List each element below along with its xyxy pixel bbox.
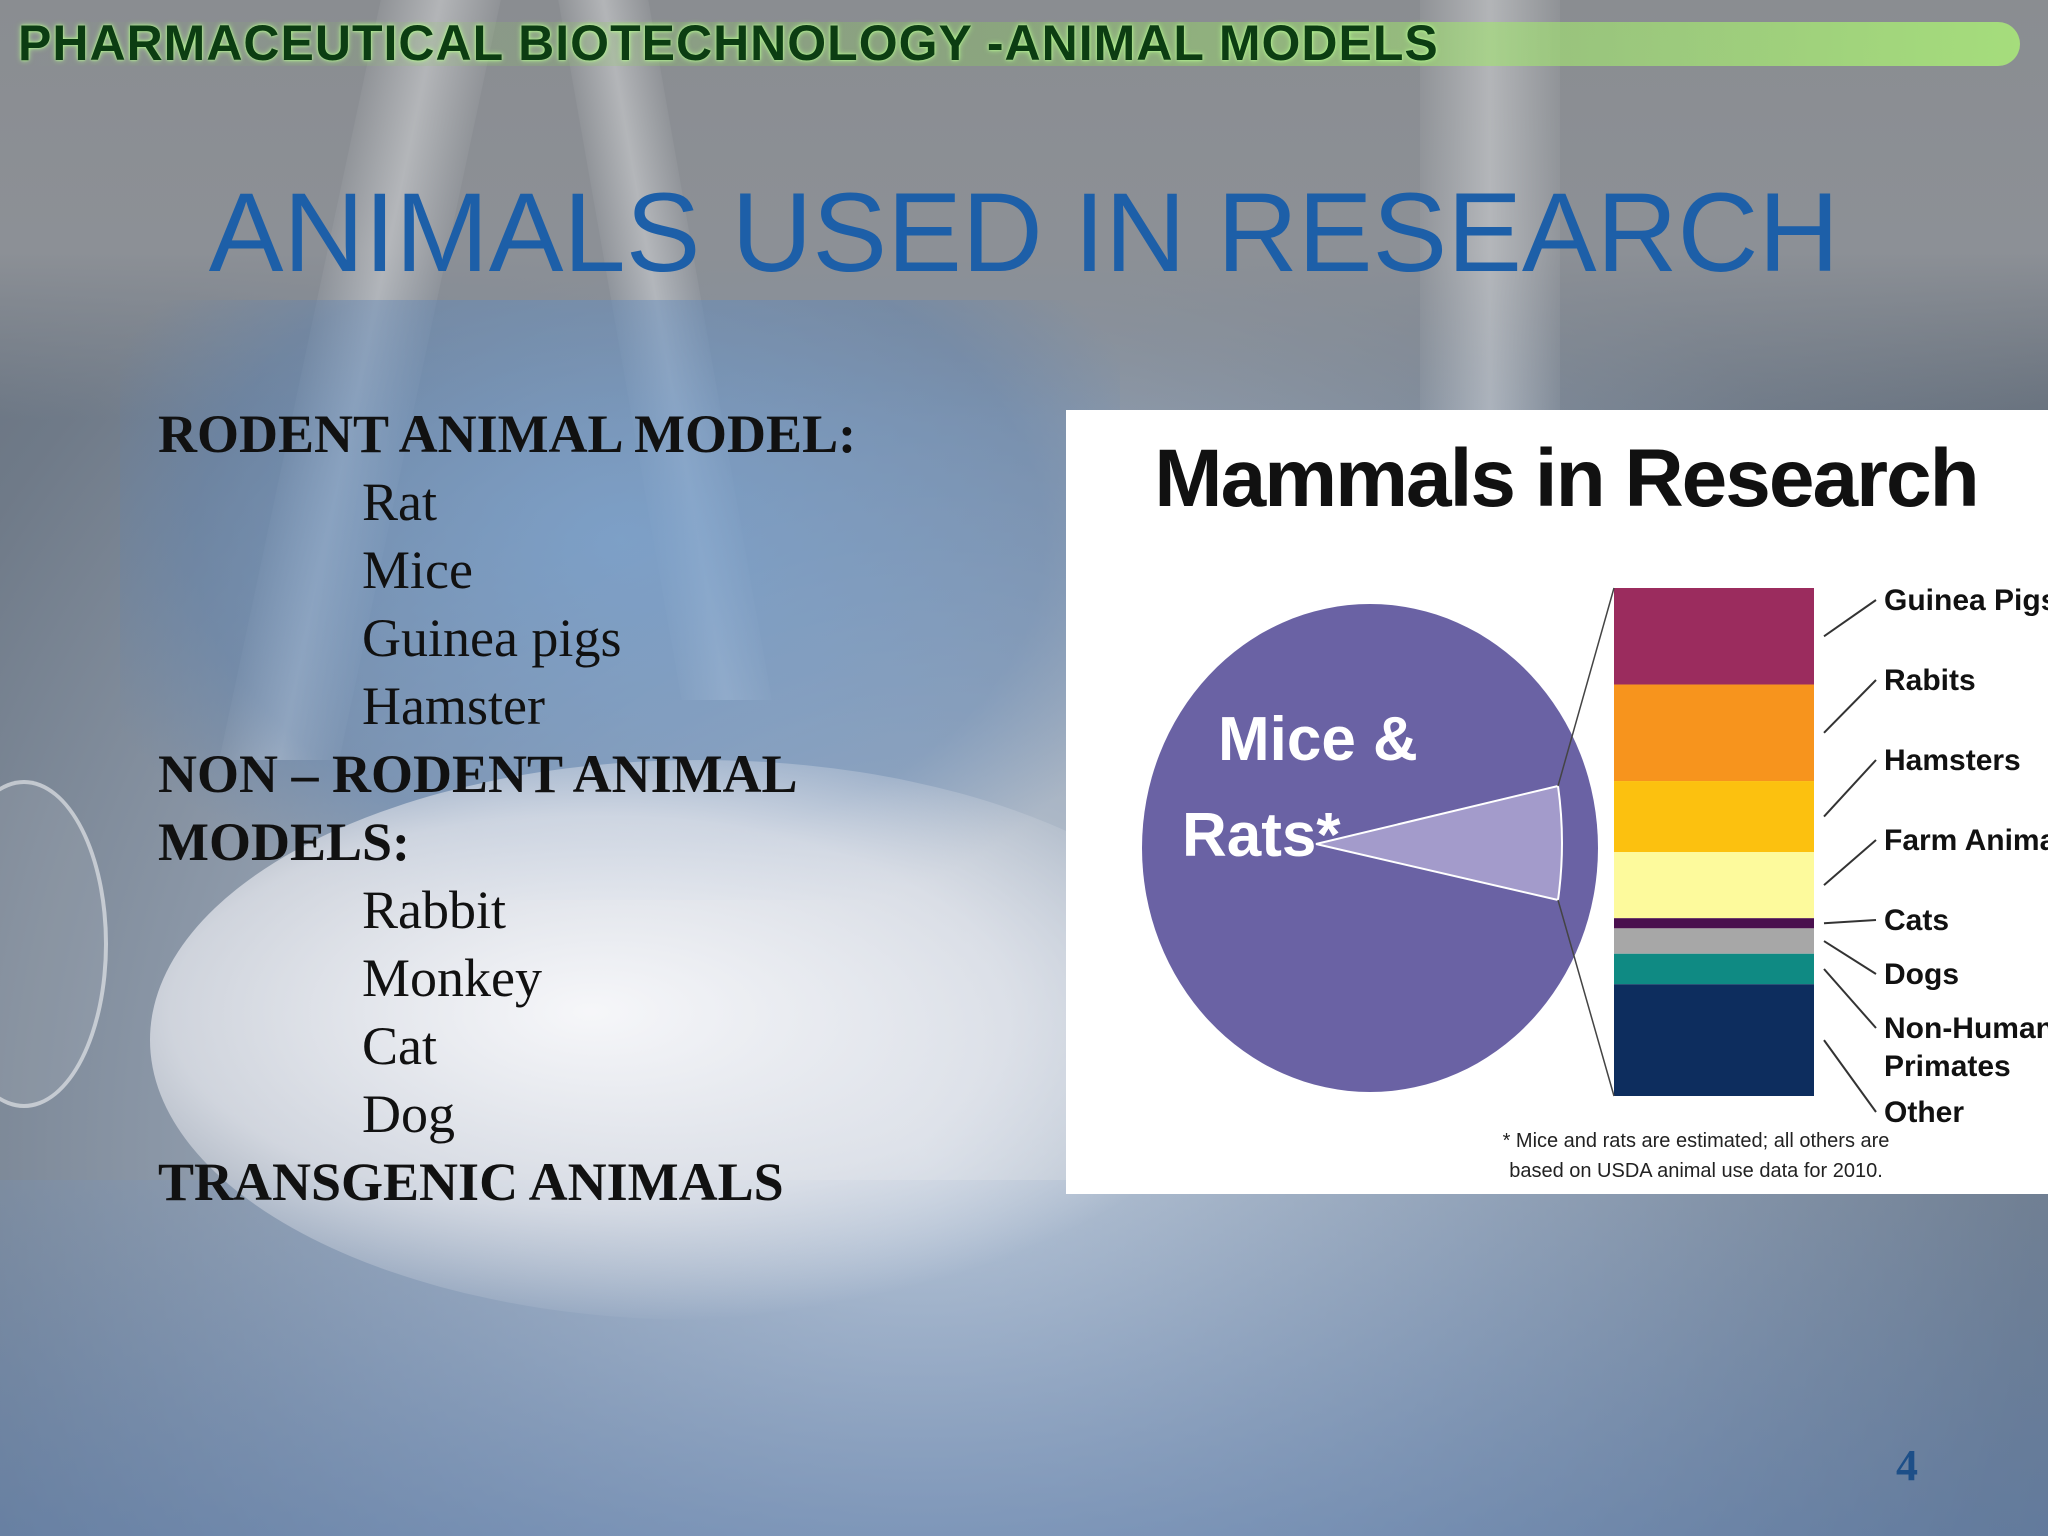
bar-label: Other — [1884, 1096, 1964, 1129]
bar-segment — [1614, 918, 1814, 929]
transgenic-heading: TRANSGENIC ANIMALS — [158, 1152, 784, 1212]
bar-label: Rabits — [1884, 664, 1976, 697]
background-dish — [0, 780, 108, 1108]
list-item: Monkey — [362, 948, 542, 1008]
list-item: Guinea pigs — [362, 608, 622, 668]
bar-label: Cats — [1884, 904, 1949, 937]
mammals-chart: Mammals in Research Mice & Rats* Guinea Pi… — [1066, 410, 2048, 1194]
bar-segment — [1614, 781, 1814, 853]
bar-label: Farm Animals — [1884, 824, 2048, 857]
list-item: Mice — [362, 540, 473, 600]
non-rodent-heading-cont: MODELS: — [158, 812, 411, 872]
leader-line — [1823, 599, 1877, 638]
pie-other-slice — [1315, 784, 1563, 902]
leader-line — [1823, 759, 1877, 818]
chart-title: Mammals in Research — [1154, 433, 1979, 524]
bar-label: Hamsters — [1884, 744, 2021, 777]
page-number: 4 — [1896, 1441, 1918, 1490]
footnote-line: based on USDA animal use data for 2010. — [1509, 1160, 1883, 1182]
bar-segment — [1614, 953, 1814, 985]
slide-title: ANIMALS USED IN RESEARCH — [208, 170, 1840, 295]
chart-footnote: * Mice and rats are estimated; all other… — [1456, 1126, 1936, 1186]
header-bar — [0, 22, 2020, 66]
bar-segment — [1614, 852, 1814, 919]
leader-line — [1823, 940, 1877, 975]
bar-segment — [1614, 984, 1814, 1096]
list-item: Dog — [362, 1084, 455, 1144]
list-item: Rat — [362, 472, 437, 532]
rodent-heading: RODENT ANIMAL MODEL: — [158, 404, 857, 464]
bar-segment — [1614, 684, 1814, 782]
bar-label: Dogs — [1884, 958, 1959, 991]
bar-label: Non-Human — [1884, 1012, 2048, 1045]
animal-list: RODENT ANIMAL MODEL: Rat Mice Guinea pig… — [158, 400, 1038, 1216]
leader-line — [1823, 1039, 1877, 1113]
list-item: Cat — [362, 1016, 437, 1076]
leader-line — [1823, 839, 1877, 886]
bar-label: Primates — [1884, 1050, 2011, 1083]
leader-line — [1823, 919, 1877, 925]
connector-line — [1557, 899, 1615, 1097]
chart-svg: Mice & Rats* Guinea Pigs Rabits Hamsters Farm… — [1142, 584, 2048, 1129]
non-rodent-heading: NON – RODENT ANIMAL — [158, 744, 798, 804]
footnote-line: * Mice and rats are estimated; all other… — [1502, 1130, 1890, 1152]
list-item: Hamster — [362, 676, 545, 736]
leader-line — [1823, 679, 1877, 734]
connector-line — [1557, 587, 1615, 787]
pie-label: Rats* — [1182, 801, 1341, 870]
background-glass — [1420, 0, 1560, 420]
bar-segment — [1614, 588, 1814, 685]
bar-label: Guinea Pigs — [1884, 584, 2048, 617]
pie-label: Mice & — [1218, 705, 1418, 774]
list-item: Rabbit — [362, 880, 506, 940]
bar-segment — [1614, 928, 1814, 954]
header-title: PHARMACEUTICAL BIOTECHNOLOGY -ANIMAL MOD… — [18, 15, 1439, 71]
leader-line — [1823, 968, 1877, 1029]
